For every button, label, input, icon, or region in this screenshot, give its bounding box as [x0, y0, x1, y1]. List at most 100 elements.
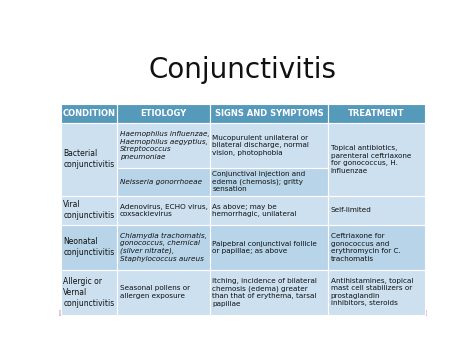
Bar [59, 313, 427, 316]
Bar [59, 312, 427, 315]
Text: Viral
conjunctivitis: Viral conjunctivitis [64, 200, 115, 220]
Bar [59, 311, 427, 314]
Bar [59, 311, 427, 313]
Bar [328, 196, 425, 225]
Bar [61, 104, 118, 123]
Text: Antihistamines, topical
mast cell stabilizers or
prostaglandin
inhibitors, stero: Antihistamines, topical mast cell stabil… [330, 278, 413, 306]
Bar [59, 313, 427, 316]
Bar [59, 313, 427, 315]
Bar [118, 104, 210, 123]
Bar [210, 168, 328, 196]
Bar [59, 311, 427, 314]
Bar [59, 311, 427, 313]
Bar [59, 312, 427, 315]
Bar [59, 313, 427, 316]
Bar [59, 313, 427, 316]
Bar [59, 313, 427, 316]
Bar [59, 312, 427, 315]
Bar [210, 104, 328, 123]
Bar [59, 312, 427, 315]
Bar [59, 311, 427, 314]
Bar [59, 311, 427, 314]
Bar [61, 270, 118, 315]
Text: Palpebral conjunctival follicle
or papillae; as above: Palpebral conjunctival follicle or papil… [212, 241, 317, 254]
Bar [59, 313, 427, 316]
Bar [59, 313, 427, 316]
Bar [210, 225, 328, 270]
Text: Topical antibiotics,
parenteral ceftriaxone
for gonococcus, H.
influenzae: Topical antibiotics, parenteral ceftriax… [330, 145, 411, 174]
Bar [59, 312, 427, 315]
Bar [118, 225, 210, 270]
Bar [59, 311, 427, 314]
Bar [210, 196, 328, 225]
Bar [59, 311, 427, 313]
Text: SIGNS AND SYMPTOMS: SIGNS AND SYMPTOMS [215, 109, 324, 118]
Bar [59, 312, 427, 315]
Text: Conjunctival injection and
edema (chemosis); gritty
sensation: Conjunctival injection and edema (chemos… [212, 171, 306, 192]
Bar [118, 104, 210, 123]
Text: Ceftriaxone for
gonococcus and
erythromycin for C.
trachomatis: Ceftriaxone for gonococcus and erythromy… [330, 233, 401, 262]
Text: Adenovirus, ECHO virus,
coxsackievirus: Adenovirus, ECHO virus, coxsackievirus [119, 204, 208, 217]
Bar [59, 312, 427, 315]
Bar [59, 311, 427, 314]
Bar [59, 312, 427, 315]
Bar [328, 270, 425, 315]
Text: Self-limited: Self-limited [330, 207, 372, 213]
Bar [210, 104, 328, 123]
Bar [59, 312, 427, 315]
Bar [59, 311, 427, 314]
Bar [118, 168, 210, 196]
Bar [59, 311, 427, 313]
Bar [59, 313, 427, 315]
Bar [59, 312, 427, 315]
Text: Allergic or
Vernal
conjunctivitis: Allergic or Vernal conjunctivitis [64, 277, 115, 308]
Bar [59, 311, 427, 313]
Bar [210, 270, 328, 315]
Bar [210, 123, 328, 168]
Bar [328, 104, 425, 123]
Bar [59, 313, 427, 316]
Text: ETIOLOGY: ETIOLOGY [141, 109, 187, 118]
Bar [59, 312, 427, 314]
Bar [59, 312, 427, 314]
Bar [59, 313, 427, 316]
Bar [59, 311, 427, 313]
Bar [61, 196, 118, 225]
Bar [59, 312, 427, 315]
Bar [59, 311, 427, 314]
Text: Mucopurulent unilateral or
bilateral discharge, normal
vision, photophobia: Mucopurulent unilateral or bilateral dis… [212, 135, 309, 156]
Bar [118, 196, 210, 225]
Bar [59, 312, 427, 315]
Bar [59, 311, 427, 313]
Bar [59, 311, 427, 313]
Bar [59, 312, 427, 315]
Bar [59, 311, 427, 314]
Bar [59, 312, 427, 315]
Bar [59, 312, 427, 315]
Bar [59, 313, 427, 316]
Bar [210, 270, 328, 315]
Bar [59, 313, 427, 315]
Bar [59, 312, 427, 315]
Bar [59, 311, 427, 313]
Text: Haemophilus influenzae,
Haemophilus aegyptius,
Streptococcus
pneumoniae: Haemophilus influenzae, Haemophilus aegy… [119, 131, 210, 160]
Bar [59, 311, 427, 314]
Bar [59, 311, 427, 314]
Bar [59, 313, 427, 316]
Bar [118, 270, 210, 315]
Text: Itching, incidence of bilateral
chemosis (edema) greater
than that of erythema, : Itching, incidence of bilateral chemosis… [212, 278, 317, 307]
Bar [210, 123, 328, 168]
Text: Bacterial
conjunctivitis: Bacterial conjunctivitis [64, 149, 115, 169]
Bar [59, 313, 427, 316]
Bar [118, 225, 210, 270]
Bar [59, 313, 427, 316]
Text: Seasonal pollens or
allergen exposure: Seasonal pollens or allergen exposure [119, 285, 190, 299]
Bar [59, 312, 427, 315]
Bar [61, 270, 118, 315]
Bar [118, 168, 210, 196]
Bar [59, 312, 427, 315]
Text: Conjunctivitis: Conjunctivitis [149, 56, 337, 84]
Bar [59, 312, 427, 315]
Bar [59, 312, 427, 315]
Bar [210, 196, 328, 225]
